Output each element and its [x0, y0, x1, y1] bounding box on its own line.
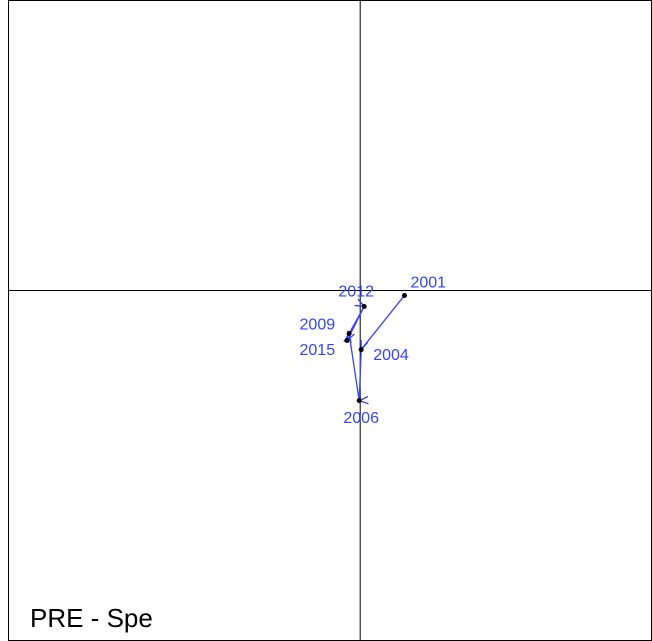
point: [356, 398, 362, 404]
point: [344, 338, 350, 344]
point-label: 2006: [343, 410, 379, 427]
point-label: 2009: [300, 317, 336, 334]
point-label: 2015: [300, 342, 336, 359]
chart-title: PRE - Spe: [30, 603, 153, 633]
point: [401, 292, 407, 298]
point: [358, 347, 364, 353]
point: [361, 303, 367, 309]
point-label: 2012: [338, 284, 374, 301]
point-label: 2004: [373, 347, 409, 364]
point: [346, 331, 352, 337]
point-label: 2001: [410, 275, 446, 292]
trajectory: [347, 295, 405, 400]
